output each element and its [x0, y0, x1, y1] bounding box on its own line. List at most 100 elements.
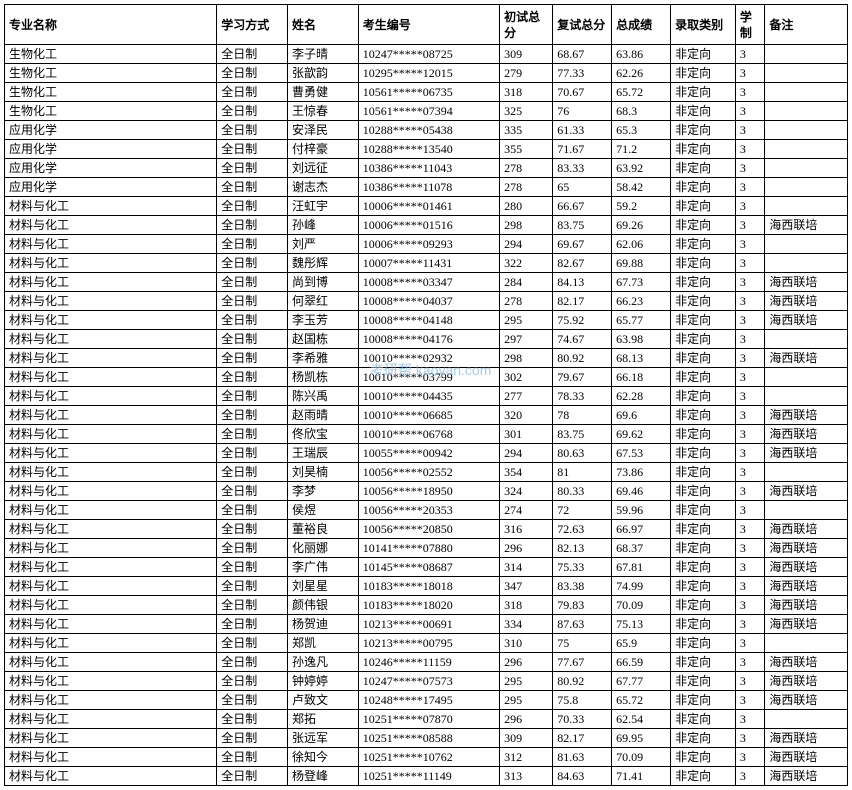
cell-note [765, 254, 848, 273]
cell-mode: 全日制 [217, 121, 288, 140]
cell-score1: 277 [500, 387, 553, 406]
cell-type: 非定向 [671, 330, 736, 349]
cell-score2: 82.67 [553, 254, 612, 273]
cell-examid: 10251*****10762 [358, 748, 499, 767]
cell-name: 李玉芳 [287, 311, 358, 330]
cell-note: 海西联培 [765, 482, 848, 501]
cell-note: 海西联培 [765, 425, 848, 444]
cell-note [765, 368, 848, 387]
table-row: 材料与化工全日制李玉芳10008*****0414829575.9265.77非… [5, 311, 848, 330]
table-row: 材料与化工全日制张远军10251*****0858830982.1769.95非… [5, 729, 848, 748]
cell-total: 67.81 [612, 558, 671, 577]
cell-major: 生物化工 [5, 64, 217, 83]
cell-score1: 302 [500, 368, 553, 387]
cell-score2: 70.67 [553, 83, 612, 102]
cell-total: 59.96 [612, 501, 671, 520]
cell-total: 68.3 [612, 102, 671, 121]
cell-examid: 10386*****11078 [358, 178, 499, 197]
cell-mode: 全日制 [217, 729, 288, 748]
cell-score2: 80.92 [553, 672, 612, 691]
cell-total: 62.28 [612, 387, 671, 406]
cell-note [765, 710, 848, 729]
cell-score1: 355 [500, 140, 553, 159]
cell-note: 海西联培 [765, 558, 848, 577]
cell-years: 3 [735, 178, 764, 197]
table-row: 材料与化工全日制杨凯栋10010*****0379930279.6766.18非… [5, 368, 848, 387]
cell-score1: 298 [500, 216, 553, 235]
cell-total: 63.86 [612, 45, 671, 64]
cell-total: 65.77 [612, 311, 671, 330]
cell-examid: 10006*****01461 [358, 197, 499, 216]
cell-name: 杨贺迪 [287, 615, 358, 634]
cell-years: 3 [735, 349, 764, 368]
cell-years: 3 [735, 748, 764, 767]
cell-type: 非定向 [671, 140, 736, 159]
cell-total: 68.37 [612, 539, 671, 558]
header-row: 专业名称学习方式姓名考生编号初试总分复试总分总成绩录取类别学制备注 [5, 5, 848, 45]
table-row: 材料与化工全日制李梦10056*****1895032480.3369.46非定… [5, 482, 848, 501]
cell-note: 海西联培 [765, 672, 848, 691]
table-row: 材料与化工全日制卢致文10248*****1749529575.865.72非定… [5, 691, 848, 710]
admissions-table: 专业名称学习方式姓名考生编号初试总分复试总分总成绩录取类别学制备注 生物化工全日… [4, 4, 848, 786]
cell-mode: 全日制 [217, 444, 288, 463]
cell-mode: 全日制 [217, 45, 288, 64]
cell-note: 海西联培 [765, 292, 848, 311]
cell-score2: 77.33 [553, 64, 612, 83]
cell-total: 58.42 [612, 178, 671, 197]
table-row: 材料与化工全日制郑拓10251*****0787029670.3362.54非定… [5, 710, 848, 729]
table-row: 应用化学全日制刘远征10386*****1104327883.3363.92非定… [5, 159, 848, 178]
cell-name: 汪虹宇 [287, 197, 358, 216]
cell-score2: 75 [553, 634, 612, 653]
table-row: 材料与化工全日制徐知今10251*****1076231281.6370.09非… [5, 748, 848, 767]
cell-score2: 75.33 [553, 558, 612, 577]
cell-type: 非定向 [671, 197, 736, 216]
table-row: 材料与化工全日制杨贺迪10213*****0069133487.6375.13非… [5, 615, 848, 634]
cell-major: 材料与化工 [5, 463, 217, 482]
cell-examid: 10251*****08588 [358, 729, 499, 748]
cell-mode: 全日制 [217, 311, 288, 330]
cell-mode: 全日制 [217, 577, 288, 596]
cell-score1: 322 [500, 254, 553, 273]
cell-name: 付梓豪 [287, 140, 358, 159]
cell-note [765, 197, 848, 216]
cell-examid: 10056*****20353 [358, 501, 499, 520]
cell-name: 孙峰 [287, 216, 358, 235]
cell-score1: 295 [500, 672, 553, 691]
cell-mode: 全日制 [217, 672, 288, 691]
cell-examid: 10213*****00795 [358, 634, 499, 653]
cell-examid: 10561*****07394 [358, 102, 499, 121]
cell-type: 非定向 [671, 577, 736, 596]
cell-total: 69.95 [612, 729, 671, 748]
cell-years: 3 [735, 330, 764, 349]
cell-major: 材料与化工 [5, 216, 217, 235]
cell-score1: 347 [500, 577, 553, 596]
cell-note [765, 159, 848, 178]
cell-score2: 61.33 [553, 121, 612, 140]
cell-total: 65.3 [612, 121, 671, 140]
table-row: 应用化学全日制安泽民10288*****0543833561.3365.3非定向… [5, 121, 848, 140]
cell-mode: 全日制 [217, 368, 288, 387]
cell-score2: 76 [553, 102, 612, 121]
cell-mode: 全日制 [217, 64, 288, 83]
table-row: 材料与化工全日制赵雨晴10010*****066853207869.6非定向3海… [5, 406, 848, 425]
cell-note [765, 83, 848, 102]
cell-name: 郑拓 [287, 710, 358, 729]
cell-mode: 全日制 [217, 216, 288, 235]
cell-score2: 81 [553, 463, 612, 482]
cell-name: 赵国栋 [287, 330, 358, 349]
table-row: 材料与化工全日制郑凯10213*****007953107565.9非定向3 [5, 634, 848, 653]
cell-examid: 10010*****06685 [358, 406, 499, 425]
cell-major: 材料与化工 [5, 349, 217, 368]
cell-years: 3 [735, 45, 764, 64]
cell-name: 李梦 [287, 482, 358, 501]
cell-note: 海西联培 [765, 748, 848, 767]
cell-mode: 全日制 [217, 520, 288, 539]
cell-years: 3 [735, 197, 764, 216]
cell-name: 卢致文 [287, 691, 358, 710]
cell-score2: 83.75 [553, 216, 612, 235]
cell-years: 3 [735, 159, 764, 178]
cell-score2: 80.92 [553, 349, 612, 368]
cell-examid: 10008*****03347 [358, 273, 499, 292]
cell-score1: 301 [500, 425, 553, 444]
cell-total: 63.98 [612, 330, 671, 349]
